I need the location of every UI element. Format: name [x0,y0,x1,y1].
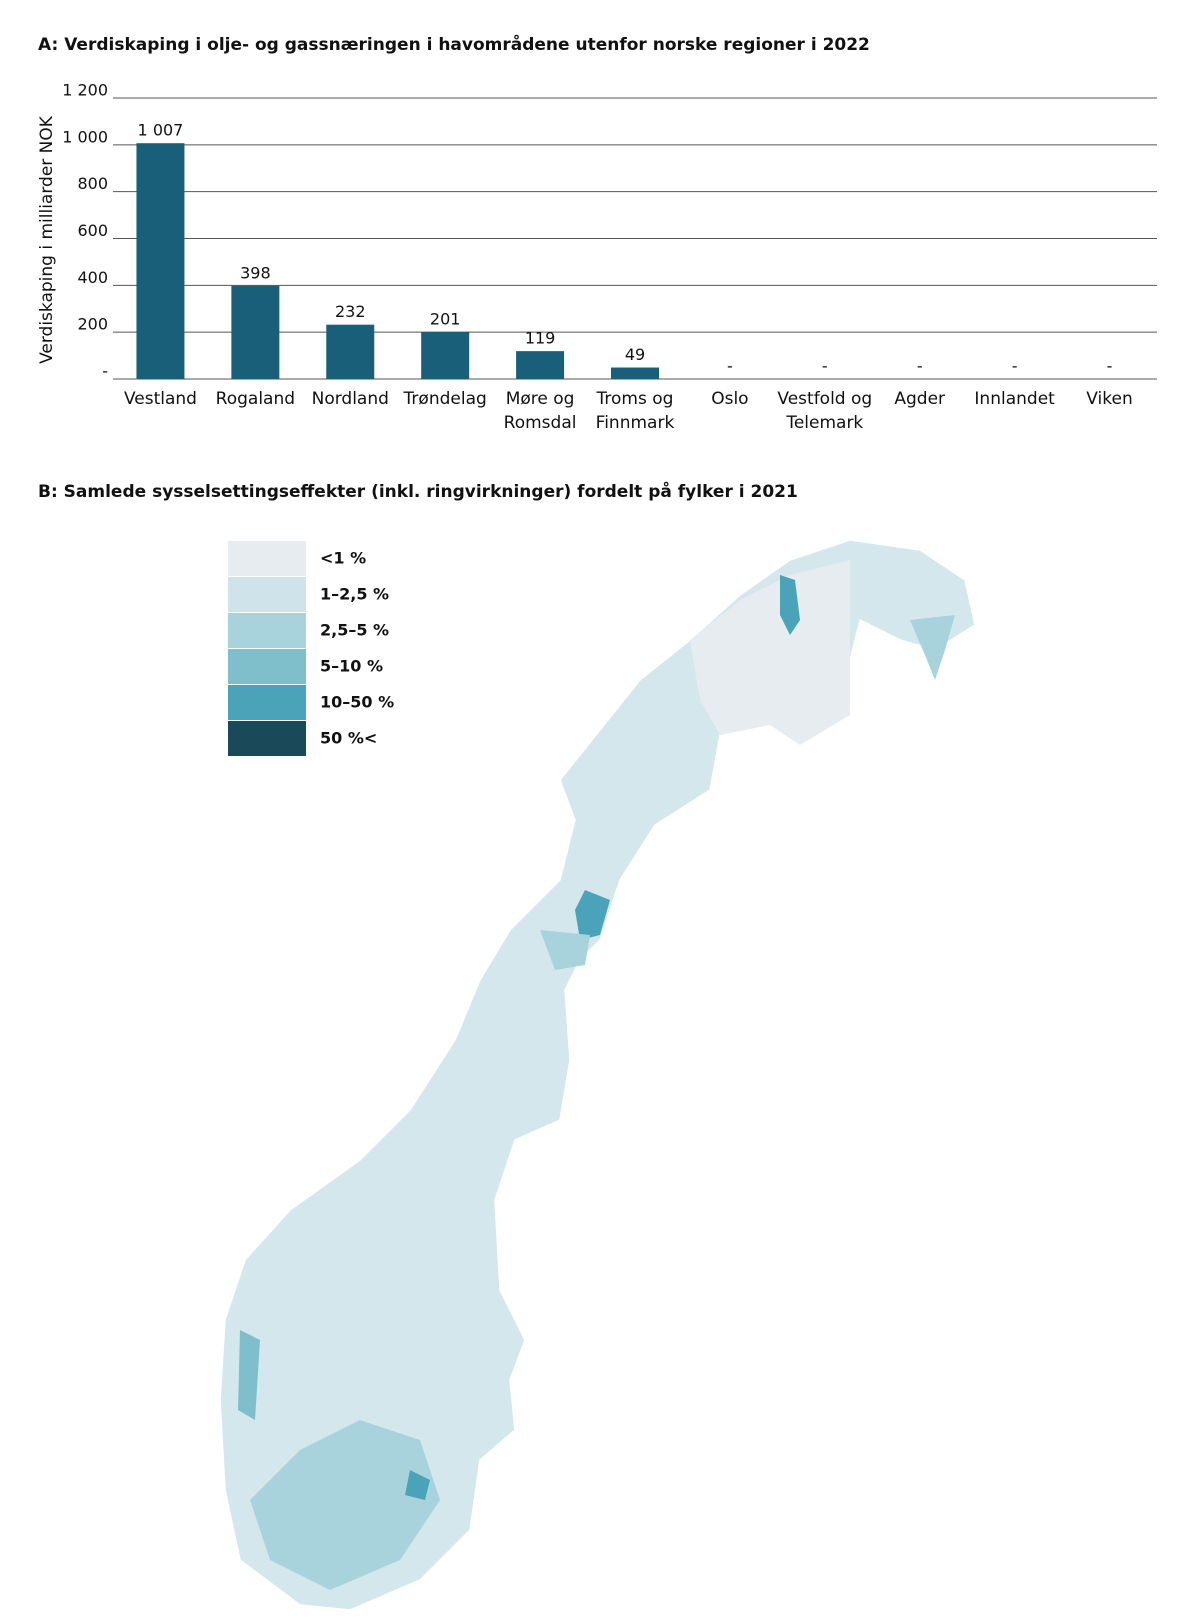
data-label: - [1107,357,1113,376]
bar [136,143,185,379]
data-label: - [1012,357,1018,376]
y-tick-label: - [102,362,108,381]
x-tick-label: Agder [894,389,946,409]
data-label: - [822,357,828,376]
legend-swatch [228,577,306,612]
country-outline [219,539,976,1611]
region [540,930,590,970]
y-tick-label: 800 [77,174,108,193]
x-tick-label: Viken [1086,389,1133,409]
chart-title: B: Samlede sysselsettingseffekter (inkl.… [38,480,798,502]
y-tick-label: 200 [77,315,108,334]
bar [326,324,375,379]
bar [231,285,280,379]
data-label: 232 [335,302,366,321]
y-tick-label: 600 [77,221,108,240]
legend-swatch [228,685,306,720]
y-tick-label: 400 [77,268,108,287]
region [575,890,610,940]
data-label: 1 007 [138,121,184,140]
y-axis-label: Verdiskaping i milliarder NOK [37,115,57,364]
region [910,615,955,680]
legend-label: <1 % [320,549,366,568]
x-tick-label: Troms og Finnmark [595,389,675,433]
region [405,1470,430,1500]
legend-label: 50 %< [320,729,377,748]
region [780,575,800,635]
legend-label: 5–10 % [320,657,383,676]
legend-label: 10–50 % [320,693,394,712]
bar [611,367,659,379]
legend-label: 2,5–5 % [320,621,389,640]
data-label: - [727,357,733,376]
region [690,560,850,745]
data-label: - [917,357,923,376]
data-label: 119 [525,329,556,348]
legend-swatch [228,721,306,756]
legend-swatch [228,541,306,576]
region [238,1330,260,1420]
data-label: 398 [240,263,271,282]
bar [516,351,565,379]
legend-swatch [228,649,306,684]
chart-title: A: Verdiskaping i olje- og gassnæringen … [38,33,870,55]
x-tick-label: Nordland [311,389,389,409]
data-label: 49 [625,345,645,364]
data-label: 201 [430,309,461,328]
region [250,1420,440,1590]
x-tick-label: Innlandet [974,389,1055,409]
y-tick-label: 1 000 [62,127,108,146]
legend-label: 1–2,5 % [320,585,389,604]
x-tick-label: Rogaland [215,389,296,409]
y-tick-label: 1 200 [62,81,108,100]
bar [421,331,470,379]
x-tick-label: Vestfold og Telemark [777,389,873,433]
x-tick-label: Møre og Romsdal [503,389,577,433]
x-tick-label: Vestland [123,389,197,409]
x-tick-label: Oslo [711,389,749,409]
map [219,539,976,1611]
legend-swatch [228,613,306,648]
x-tick-label: Trøndelag [403,389,487,409]
